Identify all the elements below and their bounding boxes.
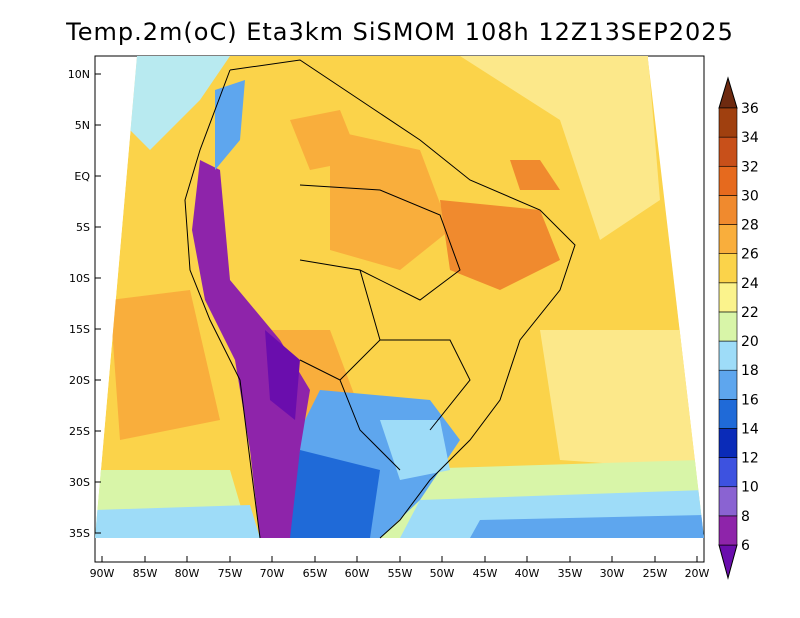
lat-label: 15S bbox=[69, 323, 90, 336]
colorbar-segment bbox=[718, 282, 738, 313]
lon-label: 55W bbox=[388, 567, 413, 580]
colorbar-label: 16 bbox=[741, 392, 759, 408]
lon-label: 25W bbox=[643, 567, 668, 580]
lon-label: 20W bbox=[685, 567, 710, 580]
lat-label: 10S bbox=[69, 272, 90, 285]
lon-label: 80W bbox=[175, 567, 200, 580]
colorbar-segment bbox=[718, 195, 738, 225]
borders bbox=[184, 59, 576, 539]
colorbar: 6 8 10 12 14 16 18 20 22 24 26 28 30 32 34 36 bbox=[718, 76, 759, 580]
colorbar-label: 8 bbox=[741, 509, 750, 525]
lon-label: 70W bbox=[260, 567, 285, 580]
lon-label: 65W bbox=[303, 567, 328, 580]
pacific-warm-zone bbox=[110, 290, 220, 440]
colorbar-label: 22 bbox=[741, 305, 759, 321]
colorbar-segment bbox=[718, 457, 738, 488]
lat-label: 30S bbox=[69, 476, 90, 489]
lon-label: 40W bbox=[515, 567, 540, 580]
colorbar-min-arrow bbox=[718, 544, 738, 580]
colorbar-label: 18 bbox=[741, 363, 759, 379]
longitude-axis: 90W 85W 80W 75W 70W 65W 60W 55W 50W 45W … bbox=[90, 556, 710, 580]
colorbar-segment bbox=[718, 428, 738, 458]
atlantic-mild-zone bbox=[460, 56, 660, 240]
colorbar-label: 30 bbox=[741, 188, 759, 204]
colorbar-label: 10 bbox=[741, 480, 759, 496]
lat-label: 5N bbox=[75, 119, 90, 132]
lon-label: 60W bbox=[345, 567, 370, 580]
andes-cold-zone bbox=[192, 160, 310, 538]
lon-label: 75W bbox=[218, 567, 243, 580]
colorbar-label: 36 bbox=[741, 101, 759, 117]
colorbar-segment bbox=[718, 311, 738, 342]
lat-label: EQ bbox=[74, 170, 90, 183]
lat-label: 20S bbox=[69, 374, 90, 387]
map-title: Temp.2m(oC) Eta3km SiSMOM 108h 12Z13SEP2… bbox=[66, 18, 734, 46]
colorbar-segment bbox=[718, 369, 738, 400]
colorbar-label: 34 bbox=[741, 130, 759, 146]
colorbar-segment bbox=[718, 399, 738, 429]
colorbar-label: 32 bbox=[741, 159, 759, 175]
lon-label: 90W bbox=[90, 567, 115, 580]
colorbar-max-arrow bbox=[718, 76, 738, 109]
colorbar-segment bbox=[718, 165, 738, 196]
temperature-field bbox=[95, 56, 704, 538]
colorbar-label: 24 bbox=[741, 276, 759, 292]
colorbar-segment bbox=[718, 107, 738, 138]
amazon-warm-zone bbox=[330, 130, 450, 270]
colorbar-segment bbox=[718, 515, 738, 546]
colorbar-label: 26 bbox=[741, 247, 759, 263]
latitude-axis: 10N 5N EQ 5S 10S 15S 20S 25S 30S 35S bbox=[68, 68, 101, 540]
lat-label: 25S bbox=[69, 425, 90, 438]
colorbar-segment bbox=[718, 253, 738, 284]
lon-label: 35W bbox=[558, 567, 583, 580]
colorbar-label: 28 bbox=[741, 218, 759, 234]
colorbar-segment bbox=[718, 224, 738, 254]
colorbar-label: 20 bbox=[741, 334, 759, 350]
lon-label: 50W bbox=[430, 567, 455, 580]
lat-label: 35S bbox=[69, 527, 90, 540]
lon-label: 30W bbox=[600, 567, 625, 580]
colorbar-segment bbox=[718, 486, 738, 517]
colorbar-label: 6 bbox=[741, 538, 750, 554]
colorbar-segment bbox=[718, 340, 738, 371]
lon-label: 45W bbox=[473, 567, 498, 580]
colorbar-segment bbox=[718, 136, 738, 167]
colorbar-label: 12 bbox=[741, 451, 759, 467]
lat-label: 5S bbox=[76, 221, 90, 234]
colorbar-label: 14 bbox=[741, 421, 759, 437]
lon-label: 85W bbox=[133, 567, 158, 580]
lat-label: 10N bbox=[68, 68, 90, 81]
